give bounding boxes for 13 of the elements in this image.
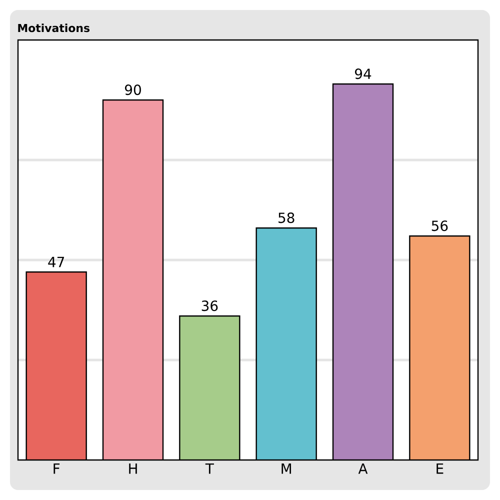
data-label: 56 [432, 220, 448, 232]
data-label: 36 [202, 300, 218, 312]
data-label: 58 [278, 212, 294, 224]
x-tick-label: T [205, 464, 214, 474]
x-tick-label: F [54, 464, 60, 474]
data-label: 47 [48, 256, 64, 268]
x-tick-label: A [358, 464, 368, 474]
chart-title: Motivations [18, 24, 90, 32]
x-tick-label: H [129, 464, 137, 474]
x-tick-label: E [436, 464, 444, 474]
x-tick-label: M [282, 464, 291, 474]
data-label: 94 [355, 68, 372, 80]
data-label: 90 [125, 84, 141, 96]
